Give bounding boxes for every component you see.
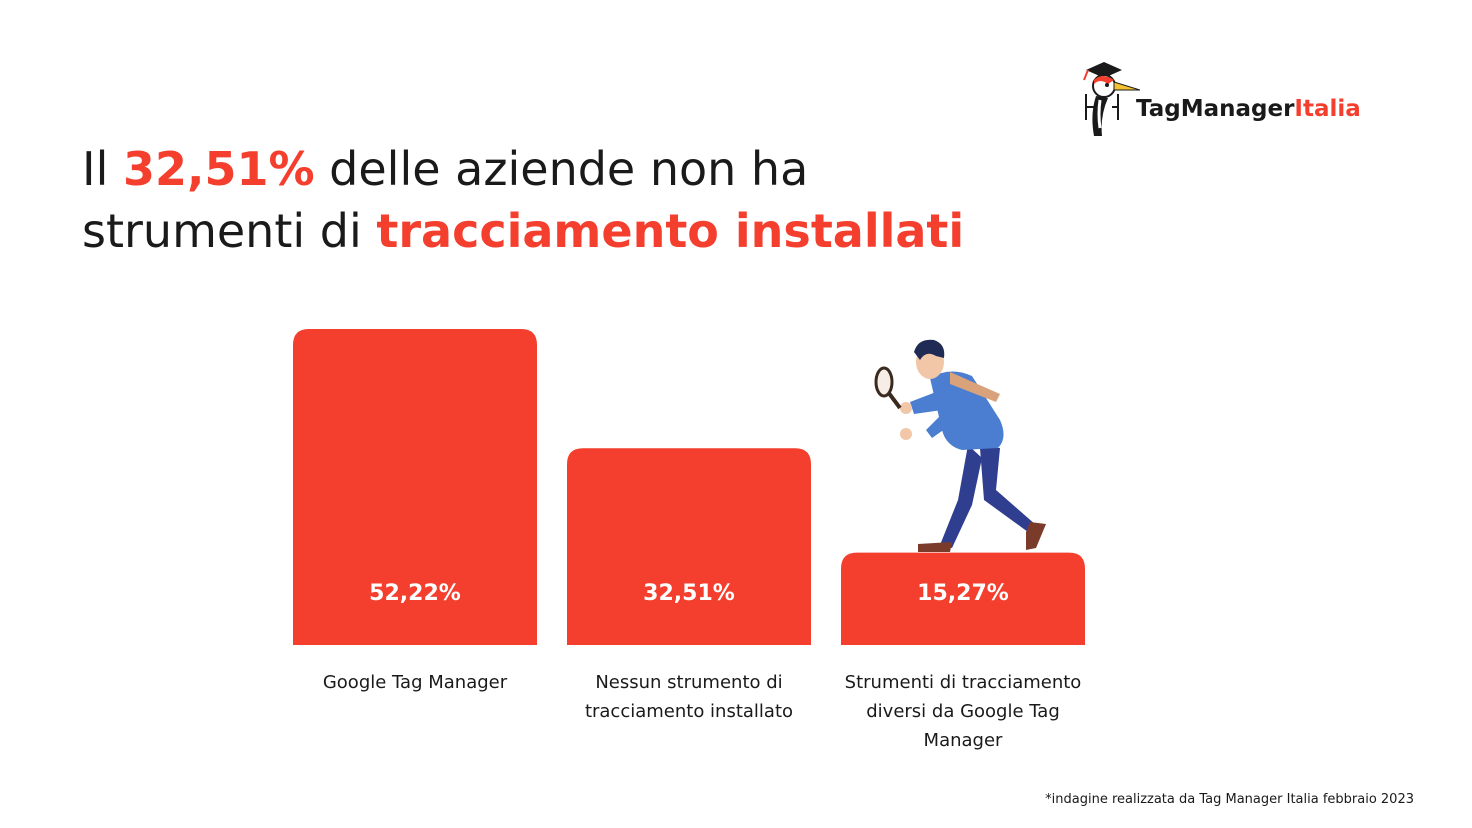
woodpecker-icon — [1083, 62, 1141, 136]
title-prefix: Il — [82, 142, 123, 196]
category-label-no-tool: Nessun strumento di tracciamento install… — [584, 672, 794, 722]
detective-illustration — [874, 339, 1046, 552]
bar-value-label: 52,22% — [369, 581, 461, 606]
title-highlight-percentage: 32,51% — [122, 142, 315, 196]
value-labels-group: 52,22% 32,51% 15,27% — [369, 581, 1009, 606]
category-label-other-tools: Strumenti di tracciamento diversi da Goo… — [844, 672, 1082, 751]
bar-other-tools — [841, 552, 1085, 645]
title-line2-highlight: tracciamento installati — [376, 204, 965, 258]
brand-name-part1: TagManager — [1136, 96, 1295, 122]
title-line2-prefix: strumenti di — [82, 204, 377, 258]
page-title: Il 32,51% delle aziende non ha strumenti… — [82, 138, 1082, 262]
bar-value-label: 15,27% — [917, 581, 1009, 606]
survey-footnote: *indagine realizzata da Tag Manager Ital… — [1045, 792, 1414, 807]
brand-name-part2: Italia — [1294, 96, 1361, 122]
brand-logo: TagManagerItalia — [1078, 58, 1378, 142]
brand-name: TagManagerItalia — [1136, 96, 1361, 122]
title-middle: delle aziende non ha — [314, 142, 809, 196]
bar-no-tool — [567, 448, 811, 645]
bar-value-label: 32,51% — [643, 581, 735, 606]
bar-google-tag-manager — [293, 329, 537, 645]
category-label-google-tag-manager: Google Tag Manager — [322, 672, 508, 693]
bars-group — [293, 329, 1085, 645]
